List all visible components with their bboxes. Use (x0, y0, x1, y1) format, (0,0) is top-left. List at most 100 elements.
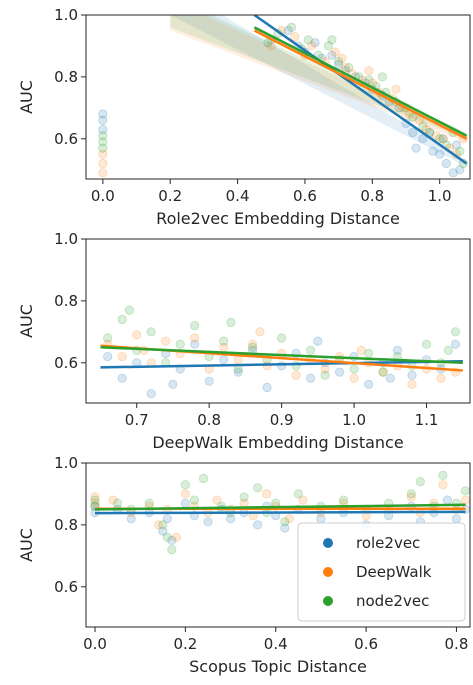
scatter-point-role2vec (428, 146, 438, 156)
scatter-point-node2vec (286, 22, 297, 33)
scatter-point-node2vec (344, 62, 354, 73)
y-tick-label: 1.0 (54, 454, 78, 472)
scatter-point-node2vec (90, 495, 100, 505)
y-tick-label: 0.8 (54, 292, 78, 310)
scatter-point-role2vec (98, 124, 108, 135)
scatter-point-role2vec (190, 339, 200, 349)
scatter-point-role2vec (203, 517, 213, 527)
scatter-point-node2vec (180, 480, 190, 490)
legend-marker-node2vec (323, 596, 333, 606)
scatter-point-node2vec (443, 345, 453, 355)
legend-entry-DeepWalk: DeepWalk (356, 563, 432, 581)
scatter-point-role2vec (103, 351, 113, 362)
x-tick-label: 1.0 (428, 187, 452, 205)
scatter-point-node2vec (103, 333, 113, 343)
y-axis-label: AUC (17, 80, 36, 114)
scatter-point-node2vec (455, 146, 465, 156)
y-tick-label: 0.6 (54, 578, 78, 596)
y-tick-label: 0.6 (54, 130, 78, 148)
scatter-point-node2vec (333, 56, 344, 67)
x-tick-label: 0.9 (270, 411, 294, 429)
scatter-point-DeepWalk (307, 41, 317, 51)
scatter-point-DeepWalk (460, 495, 470, 505)
scatter-point-node2vec (435, 134, 445, 144)
scatter-point-DeepWalk (132, 330, 142, 340)
scatter-point-DeepWalk (337, 53, 347, 63)
legend-marker-role2vec (323, 538, 333, 548)
x-tick-label: 0.8 (445, 635, 469, 653)
scatter-point-DeepWalk (98, 149, 108, 159)
scatter-point-role2vec (451, 140, 462, 150)
scatter-point-node2vec (450, 327, 461, 337)
scatter-point-role2vec (392, 345, 403, 355)
trend-line-node2vec (94, 503, 466, 511)
legend-marker-DeepWalk (323, 567, 333, 577)
x-tick-label: 0.6 (354, 635, 378, 653)
scatter-point-DeepWalk (298, 495, 308, 505)
trend-line-role2vec (94, 510, 466, 515)
scatter-point-DeepWalk (364, 66, 374, 76)
plot-area (98, 15, 468, 178)
scatter-point-node2vec (323, 41, 334, 51)
scatter-point-node2vec (293, 489, 303, 499)
x-tick-label: 1.1 (415, 411, 439, 429)
scatter-point-DeepWalk (276, 348, 287, 359)
scatter-point-role2vec (441, 158, 451, 169)
scatter-point-DeepWalk (431, 131, 441, 141)
scatter-point-DeepWalk (356, 345, 366, 355)
scatter-point-DeepWalk (438, 134, 448, 144)
scatter-point-DeepWalk (90, 492, 100, 502)
scatter-point-node2vec (219, 336, 229, 346)
x-tick-label: 0.2 (173, 635, 197, 653)
scatter-point-role2vec (146, 389, 156, 399)
scatter-point-role2vec (180, 498, 190, 508)
scatter-point-DeepWalk (180, 489, 190, 499)
scatter-point-role2vec (408, 128, 418, 138)
x-axis-label: Role2vec Embedding Distance (156, 209, 400, 228)
scatter-point-role2vec (158, 526, 168, 536)
scatter-point-DeepWalk (438, 480, 448, 490)
y-tick-label: 0.8 (54, 68, 78, 86)
scatter-point-node2vec (418, 121, 428, 132)
scatter-point-node2vec (438, 470, 448, 480)
scatter-point-node2vec (421, 339, 432, 349)
y-tick-label: 1.0 (54, 6, 78, 24)
x-tick-label: 0.0 (91, 187, 115, 205)
scatter-point-node2vec (253, 483, 263, 493)
scatter-point-role2vec (253, 520, 263, 530)
scatter-point-role2vec (418, 134, 428, 144)
scatter-point-node2vec (303, 35, 313, 45)
scatter-point-DeepWalk (190, 333, 200, 343)
scatter-point-DeepWalk (233, 355, 243, 365)
scatter-point-DeepWalk (291, 370, 301, 380)
y-tick-label: 0.6 (54, 354, 78, 372)
scatter-point-node2vec (98, 131, 108, 141)
trend-line-DeepWalk (253, 29, 468, 140)
scatter-point-role2vec (276, 361, 287, 371)
scatter-point-role2vec (349, 351, 359, 362)
x-tick-label: 0.4 (264, 635, 288, 653)
scatter-point-DeepWalk (340, 62, 350, 73)
scatter-point-node2vec (378, 367, 388, 377)
x-axis-label: Scopus Topic Distance (189, 657, 367, 676)
x-tick-label: 1.0 (342, 411, 366, 429)
scatter-point-DeepWalk (117, 351, 127, 362)
y-axis-label: AUC (17, 304, 36, 338)
scatter-point-node2vec (377, 72, 387, 82)
scatter-point-role2vec (407, 370, 417, 380)
scatter-point-node2vec (239, 492, 249, 502)
scatter-point-DeepWalk (161, 336, 171, 346)
confidence-band-node2vec (170, 15, 467, 139)
trend-line-role2vec (100, 359, 463, 369)
scatter-point-DeepWalk (255, 327, 265, 337)
scatter-point-role2vec (219, 355, 229, 365)
legend: role2vec DeepWalk node2vec (297, 522, 466, 622)
x-tick-label: 0.7 (125, 411, 149, 429)
scatter-point-DeepWalk (212, 495, 222, 505)
plot-area (100, 305, 463, 399)
scatter-point-DeepWalk (248, 339, 258, 349)
scatter-point-DeepWalk (349, 373, 359, 383)
scatter-point-DeepWalk (262, 489, 272, 499)
scatter-point-role2vec (334, 367, 345, 377)
